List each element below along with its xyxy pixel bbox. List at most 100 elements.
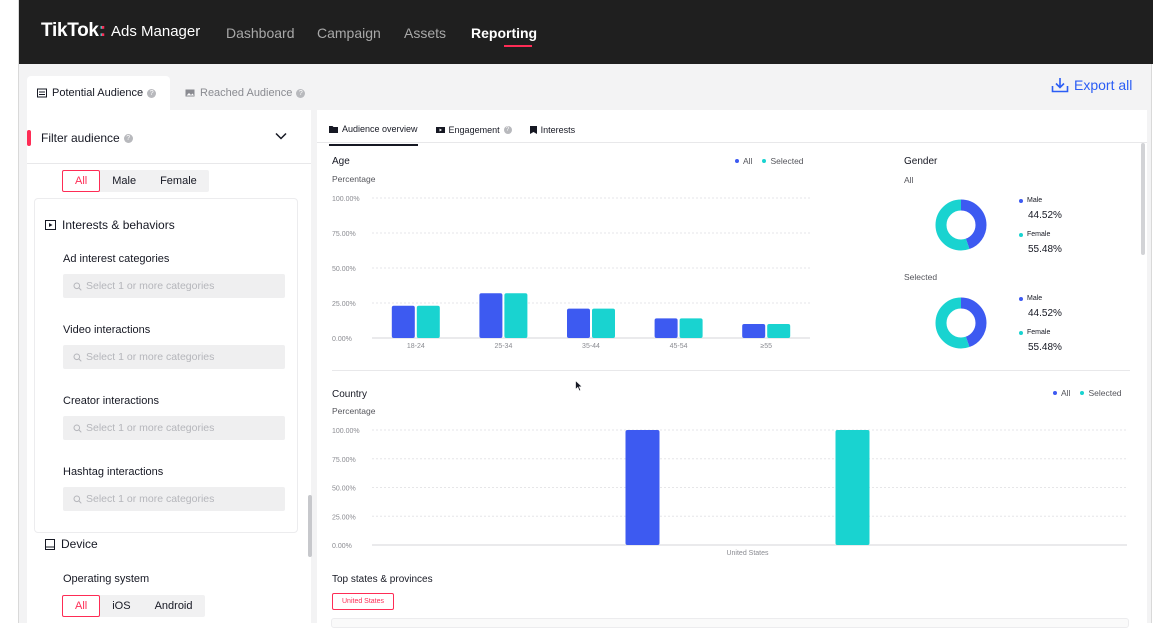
search-icon [73, 495, 82, 504]
x-tick-label: 35-44 [582, 343, 600, 350]
logo-mark: TikTok [41, 20, 99, 41]
bar-selected[interactable] [835, 430, 870, 545]
bar-all[interactable] [391, 305, 415, 338]
video-icon [435, 127, 445, 133]
ad-interest-select[interactable]: Select 1 or more categories [63, 274, 285, 298]
tab-potential-label: Potential Audience [52, 87, 144, 99]
x-tick-label: 18-24 [407, 343, 425, 350]
gender-option-all[interactable]: All [62, 170, 101, 192]
nav-dashboard[interactable]: Dashboard [226, 25, 295, 41]
legend-selected-label: Selected [770, 156, 804, 166]
x-tick-label: 45-54 [670, 343, 688, 350]
creator-interactions-label: Creator interactions [63, 395, 159, 407]
nav-reporting[interactable]: Reporting [471, 25, 538, 41]
hashtag-interactions-placeholder: Select 1 or more categories [86, 493, 215, 505]
y-tick-label: 25.00% [332, 301, 356, 308]
tab-engagement-label: Engagement [448, 125, 500, 135]
hashtag-interactions-select[interactable]: Select 1 or more categories [63, 487, 285, 511]
creator-interactions-select[interactable]: Select 1 or more categories [63, 416, 285, 440]
donut-all-male-label: Male [1027, 197, 1043, 204]
country-chart-title: Country [332, 389, 368, 400]
interests-box [34, 198, 298, 533]
report-panel: Audience overview Engagement ? Interests… [317, 110, 1147, 623]
tab-potential-audience[interactable]: Potential Audience ? [27, 76, 170, 110]
y-tick-label: 75.00% [332, 231, 356, 238]
donut-sel-male-value: 44.52% [1028, 308, 1062, 319]
tiktok-logo[interactable]: TikTok: Ads Manager [41, 20, 200, 42]
chevron-down-icon[interactable] [275, 132, 287, 140]
os-option-all[interactable]: All [62, 595, 101, 617]
tab-engagement[interactable]: Engagement ? [435, 124, 512, 146]
filter-audience-title: Filter audience [41, 131, 120, 145]
device-section-title: Device [45, 537, 98, 551]
y-tick-label: 0.00% [332, 543, 352, 550]
bar-all[interactable] [742, 324, 766, 338]
y-tick-label: 100.00% [332, 428, 360, 435]
gender-chart-title: Gender [904, 156, 938, 167]
donut-sel-female-label: Female [1027, 329, 1051, 336]
bar-selected[interactable] [592, 308, 615, 338]
download-icon [1051, 78, 1069, 93]
y-tick-label: 50.00% [332, 266, 356, 273]
legend-all: All [735, 156, 752, 166]
donut-slice-female[interactable] [935, 199, 987, 251]
help-icon[interactable]: ? [147, 88, 157, 98]
legend-all: All [1053, 388, 1070, 398]
bar-all[interactable] [625, 430, 660, 545]
app-frame: TikTok: Ads Manager Dashboard Campaign A… [18, 0, 1153, 628]
bar-selected[interactable] [679, 318, 703, 338]
donut-all-male-legend: Male [1019, 197, 1042, 204]
nav-campaign[interactable]: Campaign [317, 25, 381, 41]
donut-all-female-value: 55.48% [1028, 244, 1062, 255]
bar-selected[interactable] [416, 305, 440, 338]
country-chart: 100.00% 75.00% 50.00% 25.00% 0.00% United Sta… [332, 428, 1127, 557]
state-chip-united-states[interactable]: United States [332, 593, 395, 610]
filter-panel: Filter audience ? All Male Female Intere… [27, 110, 312, 623]
y-tick-label: 0.00% [332, 336, 352, 343]
nav-assets[interactable]: Assets [404, 25, 447, 41]
tab-interests-label: Interests [540, 125, 576, 135]
bar-selected[interactable] [767, 324, 791, 338]
interests-title: Interests & behaviors [62, 218, 175, 232]
bar-all[interactable] [479, 293, 503, 338]
bar-selected[interactable] [504, 293, 528, 338]
legend-all-label: All [1061, 388, 1071, 398]
legend-all-label: All [743, 156, 753, 166]
tab-audience-overview[interactable]: Audience overview [329, 124, 418, 146]
help-icon[interactable]: ? [296, 88, 306, 98]
help-icon[interactable]: ? [503, 126, 512, 134]
bar-all[interactable] [567, 308, 590, 338]
legend-selected: Selected [762, 156, 804, 166]
tab-interests[interactable]: Interests [529, 124, 576, 146]
os-option-android[interactable]: Android [154, 600, 193, 612]
report-scrollbar[interactable] [1141, 143, 1145, 255]
legend-dot-all [1053, 391, 1057, 395]
filter-audience-header[interactable]: Filter audience ? [27, 128, 133, 148]
list-icon [37, 88, 47, 98]
x-tick-label: United States [726, 550, 769, 557]
overview-tabs-divider [317, 142, 1147, 143]
y-tick-label: 25.00% [332, 514, 356, 521]
donut-slice-female[interactable] [935, 297, 987, 349]
legend-selected: Selected [1080, 388, 1122, 398]
ad-interest-placeholder: Select 1 or more categories [86, 280, 215, 292]
os-label: Operating system [63, 573, 150, 585]
bar-all[interactable] [654, 318, 678, 338]
age-chart-subtitle: Percentage [332, 174, 376, 184]
help-icon[interactable]: ? [123, 133, 133, 143]
female-dot [1019, 232, 1023, 237]
video-interactions-select[interactable]: Select 1 or more categories [63, 345, 285, 369]
export-all-label: Export all [1074, 77, 1133, 93]
female-dot [1019, 330, 1023, 335]
export-all-button[interactable]: Export all [1051, 77, 1132, 93]
country-chart-subtitle: Percentage [332, 406, 376, 416]
donut-all-female-legend: Female [1019, 231, 1050, 238]
tab-reached-audience[interactable]: Reached Audience ? [175, 76, 315, 110]
gender-selected-label: Selected [904, 272, 938, 282]
search-icon [73, 353, 82, 362]
donut-sel-male-label: Male [1027, 295, 1043, 302]
gender-option-male[interactable]: Male [112, 175, 137, 187]
os-option-ios[interactable]: iOS [112, 600, 131, 612]
gender-option-female[interactable]: Female [160, 175, 197, 187]
filter-scrollbar[interactable] [308, 495, 312, 557]
